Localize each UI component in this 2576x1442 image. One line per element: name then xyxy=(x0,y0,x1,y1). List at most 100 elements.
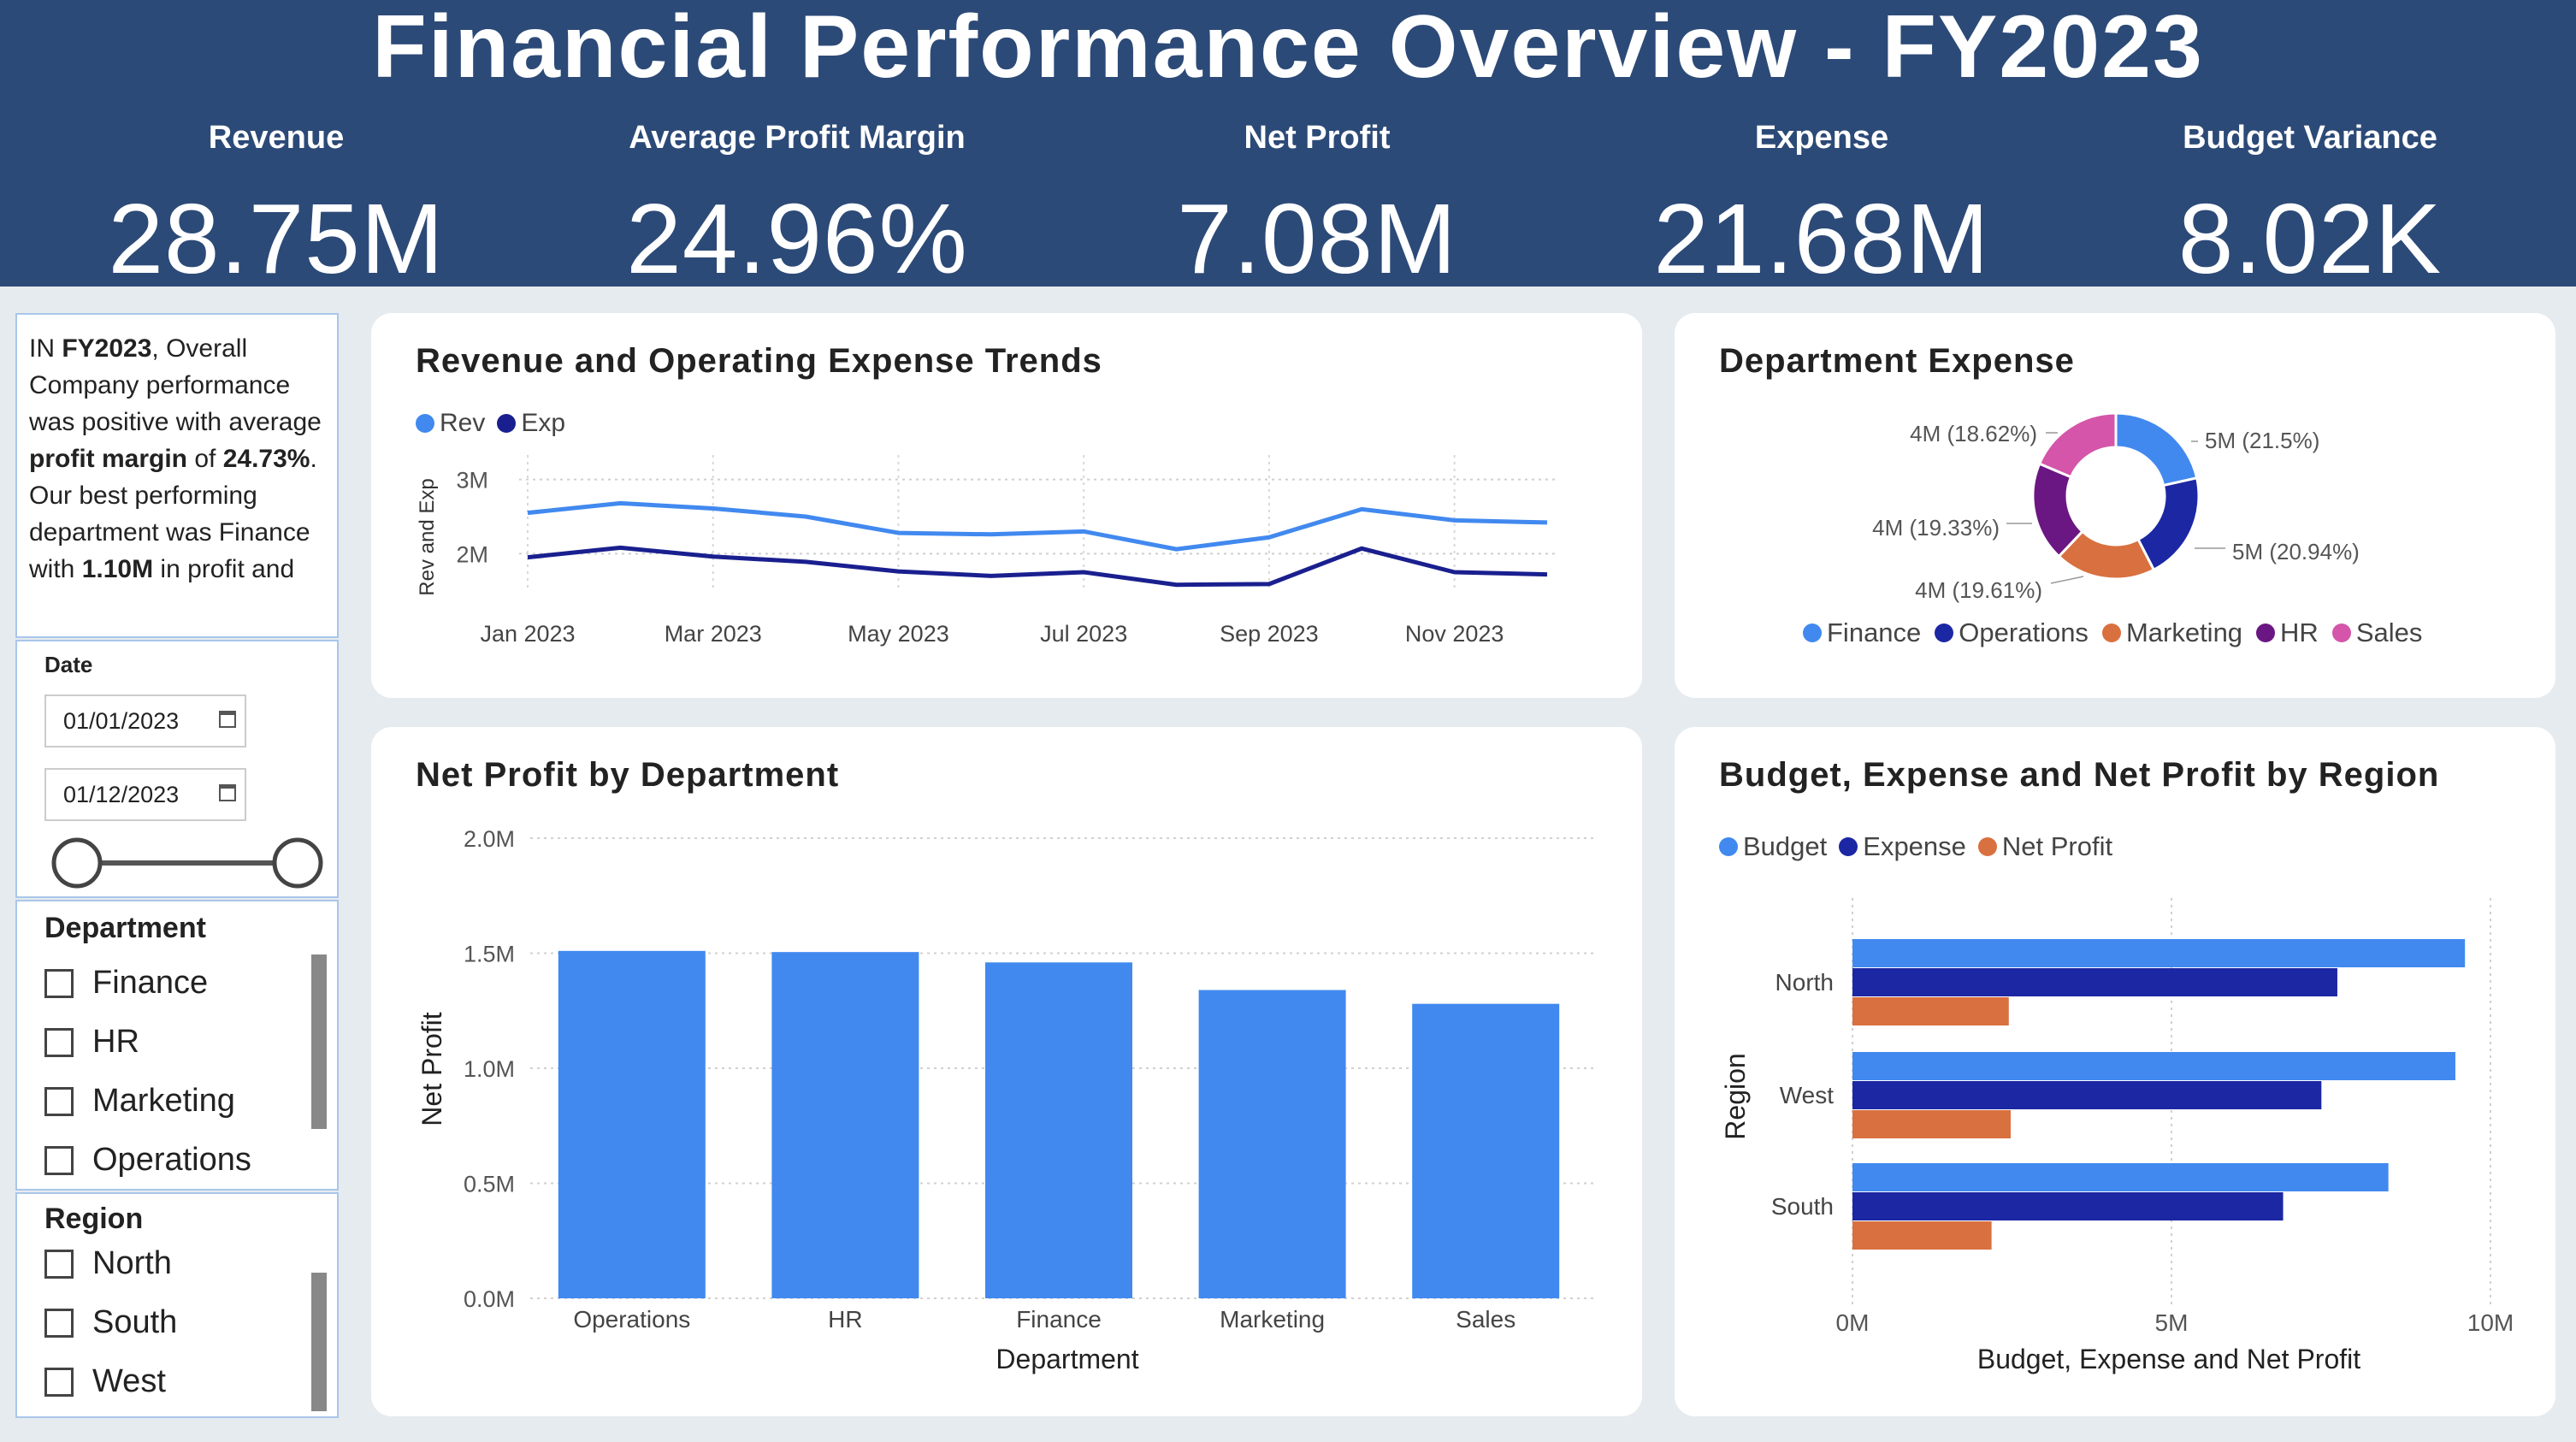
department-slicer: Department Finance HR Marketing Operatio… xyxy=(15,900,339,1191)
checkbox[interactable] xyxy=(44,1249,74,1279)
data-label: 5M (20.94%) xyxy=(2232,539,2360,564)
option-label: Finance xyxy=(92,965,209,1001)
donut-slice-sales xyxy=(2037,411,2118,479)
y-tick-label: West xyxy=(1780,1082,1834,1108)
department-slicer-title: Department xyxy=(44,912,206,944)
x-axis-title: Department xyxy=(996,1344,1138,1374)
option-label: North xyxy=(92,1245,172,1281)
slider-end-handle[interactable] xyxy=(272,837,323,889)
department-option-finance[interactable]: Finance xyxy=(44,965,208,1002)
region-legend: Budget Expense Net Profit xyxy=(1719,831,2112,862)
x-tick-label: May 2023 xyxy=(848,621,949,647)
legend-dot xyxy=(416,414,434,433)
y-axis-title: Rev and Exp xyxy=(416,478,439,595)
slider-start-handle[interactable] xyxy=(51,837,103,889)
region-option-north[interactable]: North xyxy=(44,1245,172,1282)
narrative-text-part: IN xyxy=(29,334,62,363)
legend-label: Exp xyxy=(521,409,566,437)
x-tick-label: Sales xyxy=(1456,1306,1515,1333)
kpi-profit-margin: Average Profit Margin 24.96% xyxy=(558,111,1037,303)
date-slicer-title: Date xyxy=(44,652,93,677)
end-date-input[interactable]: 01/12/2023 xyxy=(44,768,246,821)
legend-dot xyxy=(497,414,517,433)
trend-legend: Rev Exp xyxy=(416,409,565,438)
data-label: 4M (19.61%) xyxy=(1915,577,2042,603)
kpi-value: 8.02K xyxy=(2177,183,2443,294)
legend-dot xyxy=(1839,837,1858,856)
y-tick-label: North xyxy=(1775,969,1834,996)
leader-line xyxy=(2050,576,2084,584)
region-scrollbar[interactable] xyxy=(311,1273,327,1411)
bar-north-net-profit xyxy=(1852,997,2009,1025)
start-date-input[interactable]: 01/01/2023 xyxy=(44,694,246,748)
department-option-operations[interactable]: Operations xyxy=(44,1142,251,1179)
legend-dot xyxy=(1803,623,1822,642)
bar-hr xyxy=(771,952,919,1298)
legend-item-net-profit[interactable]: Net Profit xyxy=(1977,831,2113,862)
calendar-icon[interactable] xyxy=(219,784,236,801)
calendar-icon[interactable] xyxy=(219,711,236,728)
legend-item-hr[interactable]: HR xyxy=(2256,618,2319,648)
checkbox[interactable] xyxy=(44,968,74,998)
kpi-value: 21.68M xyxy=(1653,183,1990,294)
donut-slice-finance xyxy=(2114,411,2199,488)
legend-dot xyxy=(2256,623,2276,642)
series-line-exp xyxy=(527,545,1548,588)
department-expense-title: Department Expense xyxy=(1719,342,2075,380)
date-range-slider[interactable] xyxy=(17,833,337,893)
kpi-label: Budget Variance xyxy=(2183,120,2437,156)
legend-dot xyxy=(2331,623,2351,642)
region-option-west[interactable]: West xyxy=(44,1363,166,1400)
x-tick-label: Marketing xyxy=(1220,1306,1325,1333)
x-axis-title: Budget, Expense and Net Profit xyxy=(1977,1344,2360,1374)
checkbox[interactable] xyxy=(44,1145,74,1175)
bar-south-net-profit xyxy=(1852,1221,1992,1250)
legend-item-finance[interactable]: Finance xyxy=(1803,618,1921,648)
checkbox[interactable] xyxy=(44,1027,74,1057)
department-option-marketing[interactable]: Marketing xyxy=(44,1083,235,1120)
legend-item-marketing[interactable]: Marketing xyxy=(2101,618,2242,648)
region-slicer: Region North South West xyxy=(15,1192,339,1418)
y-tick-label: 2M xyxy=(456,541,488,567)
legend-label: Net Profit xyxy=(2001,831,2113,861)
x-tick-label: Nov 2023 xyxy=(1405,621,1504,647)
narrative-pm-label: profit margin xyxy=(29,445,187,473)
department-scrollbar[interactable] xyxy=(311,954,327,1129)
legend-item-operations[interactable]: Operations xyxy=(1935,618,2089,648)
option-label: Marketing xyxy=(92,1083,235,1119)
start-date-value: 01/01/2023 xyxy=(63,708,180,734)
kpi-value: 28.75M xyxy=(108,183,445,294)
trend-chart-title: Revenue and Operating Expense Trends xyxy=(416,342,1102,380)
kpi-label: Average Profit Margin xyxy=(629,120,966,156)
bar-finance xyxy=(985,962,1132,1298)
department-option-hr[interactable]: HR xyxy=(44,1024,139,1061)
checkbox[interactable] xyxy=(44,1308,74,1338)
x-tick-label: 10M xyxy=(2467,1309,2514,1336)
legend-item-budget[interactable]: Budget xyxy=(1719,831,1827,862)
option-label: West xyxy=(92,1363,166,1399)
x-tick-label: 0M xyxy=(1836,1309,1870,1336)
option-label: South xyxy=(92,1304,178,1340)
data-label: 4M (19.33%) xyxy=(1872,515,2000,541)
legend-item-rev[interactable]: Rev xyxy=(416,409,485,438)
legend-item-exp[interactable]: Exp xyxy=(497,409,565,438)
y-tick-label: 1.5M xyxy=(464,942,515,967)
legend-label: Rev xyxy=(440,409,486,437)
header-banner: Financial Performance Overview - FY2023 … xyxy=(0,0,2576,294)
checkbox[interactable] xyxy=(44,1367,74,1397)
y-tick-label: 0.5M xyxy=(464,1172,515,1197)
y-tick-label: 1.0M xyxy=(464,1056,515,1082)
trend-chart-panel: Revenue and Operating Expense Trends Rev… xyxy=(371,313,1642,698)
checkbox[interactable] xyxy=(44,1086,74,1116)
department-expense-legend: Finance Operations Marketing HR Sales xyxy=(1803,618,2422,648)
x-tick-label: Operations xyxy=(573,1306,690,1333)
narrative-text-part: . Our best performing department was Fin… xyxy=(29,445,317,583)
legend-item-sales[interactable]: Sales xyxy=(2331,618,2422,648)
option-label: HR xyxy=(92,1024,139,1060)
narrative-text-part: in profit and xyxy=(153,555,295,583)
legend-item-expense[interactable]: Expense xyxy=(1839,831,1966,862)
narrative-text-part: , Overall Company performance was positi… xyxy=(29,334,322,436)
kpi-label: Revenue xyxy=(208,120,345,156)
narrative-text-part: of xyxy=(187,445,223,473)
region-option-south[interactable]: South xyxy=(44,1304,177,1341)
